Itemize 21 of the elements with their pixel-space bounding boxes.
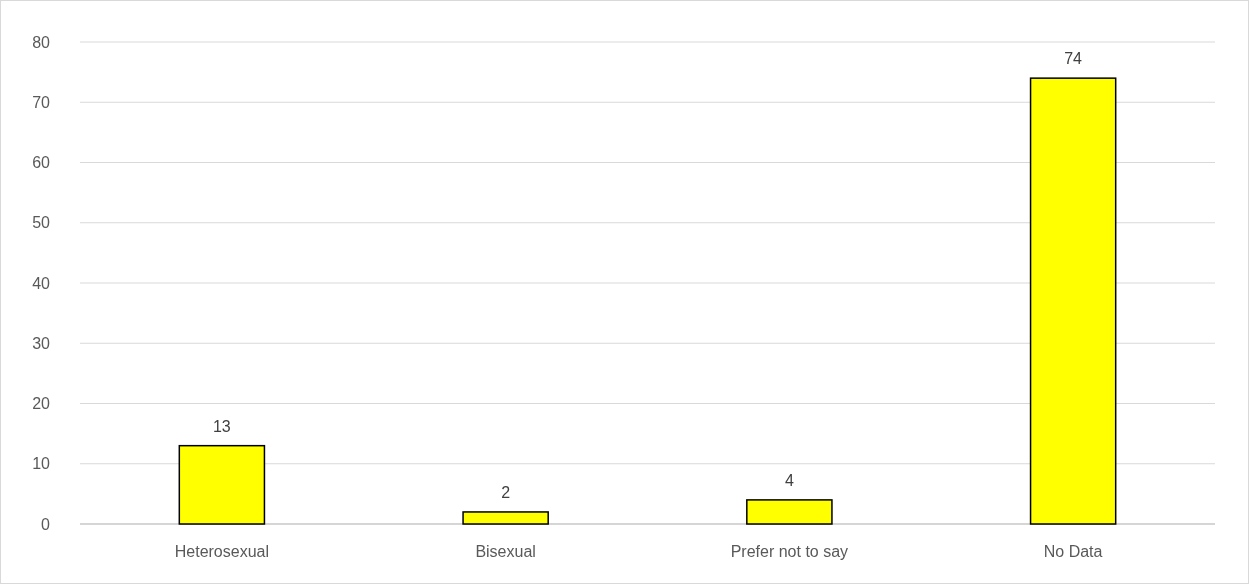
y-tick-label: 50	[32, 214, 51, 232]
bar	[1029, 77, 1117, 525]
data-label: 4	[784, 471, 794, 489]
y-tick-label: 20	[32, 395, 51, 413]
bar	[462, 511, 549, 525]
data-label: 13	[212, 417, 231, 435]
y-tick-label: 80	[32, 33, 51, 51]
y-tick-label: 40	[32, 274, 51, 292]
y-tick-label: 60	[32, 154, 51, 172]
x-tick-label: Bisexual	[475, 543, 536, 560]
bar	[746, 499, 833, 525]
data-label: 2	[501, 483, 511, 501]
data-label: 74	[1064, 50, 1083, 68]
y-tick-label: 10	[32, 455, 51, 473]
y-tick-label: 30	[32, 334, 51, 352]
y-tick-label: 70	[32, 93, 51, 111]
y-tick-label: 0	[41, 515, 51, 533]
x-tick-label: Prefer not to say	[730, 543, 849, 560]
x-tick-label: Heterosexual	[174, 543, 270, 560]
bar	[178, 444, 266, 525]
x-tick-label: No Data	[1043, 543, 1103, 560]
